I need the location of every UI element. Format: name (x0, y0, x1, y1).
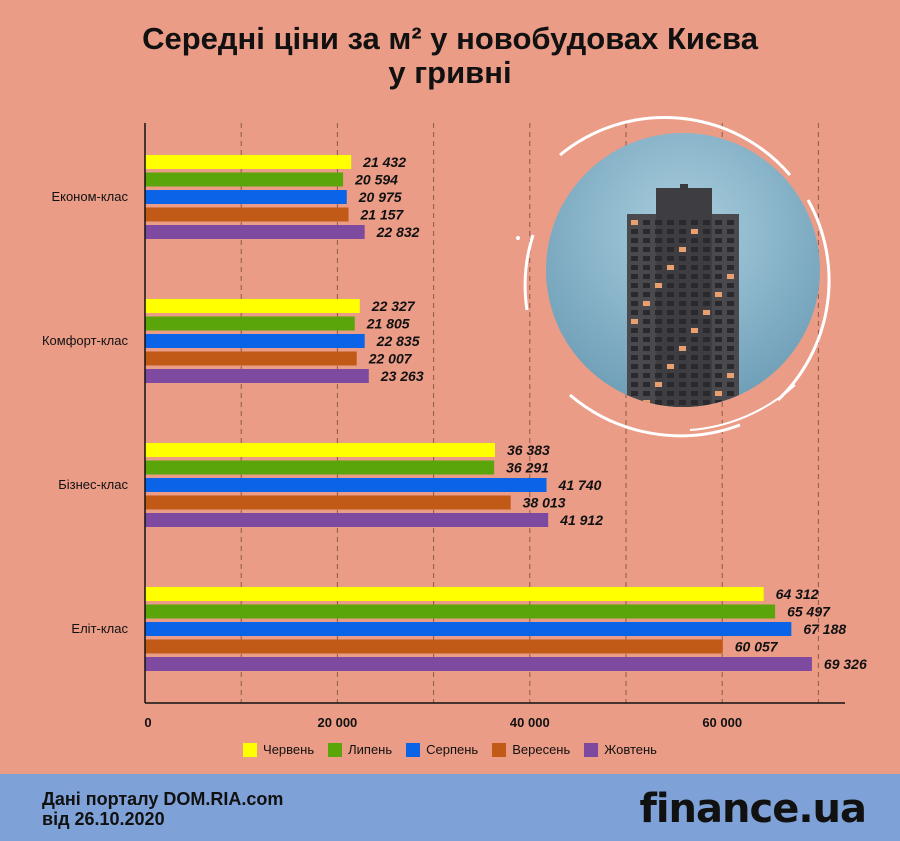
bar (145, 622, 792, 636)
category-label: Комфорт-клас (42, 333, 129, 348)
bar (145, 604, 776, 619)
legend-item: Серпень (406, 742, 478, 757)
bar (145, 478, 547, 492)
data-label: 20 594 (354, 172, 398, 188)
bar (145, 316, 355, 331)
bar (145, 513, 549, 527)
legend: Червень Липень Серпень Вересень Жовтень (0, 742, 900, 757)
legend-swatch (243, 742, 258, 757)
data-label: 41 912 (559, 512, 603, 528)
data-label: 64 312 (776, 586, 819, 602)
bar (145, 299, 360, 313)
data-label: 67 188 (803, 621, 846, 637)
legend-label: Липень (348, 742, 393, 757)
bar (145, 657, 812, 671)
category-label: Бізнес-клас (58, 477, 128, 492)
data-label: 20 975 (358, 189, 402, 205)
x-tick-label: 20 000 (318, 715, 358, 730)
category-label: Еліт-клас (71, 621, 128, 636)
chart-title: Середні ціни за м² у новобудовах Києва у… (0, 22, 900, 90)
bar (145, 369, 369, 383)
footer: Дані порталу DOM.RIA.com від 26.10.2020 … (0, 774, 900, 841)
source-line-1: Дані порталу DOM.RIA.com (42, 789, 284, 809)
title-line-1: Середні ціни за м² у новобудовах Києва (142, 21, 758, 56)
data-label: 23 263 (380, 368, 424, 384)
bar (145, 460, 495, 475)
data-label: 69 326 (824, 656, 867, 672)
data-label: 38 013 (523, 495, 566, 511)
legend-swatch (492, 742, 507, 757)
building-photo (516, 115, 831, 438)
data-label: 22 835 (376, 333, 420, 349)
bar (145, 443, 496, 457)
legend-item: Вересень (492, 742, 570, 757)
bar (145, 190, 347, 204)
bar (145, 639, 723, 654)
legend-swatch (406, 742, 421, 757)
bar (145, 172, 344, 187)
legend-swatch (584, 742, 599, 757)
x-tick-label: 0 (144, 715, 151, 730)
data-label: 22 832 (376, 224, 420, 240)
bar (145, 334, 365, 348)
bar (145, 495, 511, 510)
data-label: 60 057 (735, 639, 779, 655)
axes: Економ-клас Комфорт-клас Бізнес-клас Еліт-к… (42, 123, 845, 730)
data-label: 21 157 (360, 207, 405, 223)
data-label: 41 740 (558, 477, 602, 493)
bar (145, 155, 352, 169)
x-tick-label: 40 000 (510, 715, 550, 730)
legend-item: Липень (328, 742, 392, 757)
category-label: Економ-клас (51, 189, 128, 204)
data-label: 36 383 (507, 442, 550, 458)
legend-item: Жовтень (584, 742, 657, 757)
source-note: Дані порталу DOM.RIA.com від 26.10.2020 (42, 789, 283, 829)
legend-label: Серпень (426, 742, 479, 757)
data-label: 65 497 (787, 604, 831, 620)
bars (145, 155, 812, 671)
source-line-2: від 26.10.2020 (42, 809, 165, 829)
legend-label: Червень (263, 742, 315, 757)
data-label: 21 805 (366, 316, 410, 332)
bar (145, 207, 349, 222)
data-label: 22 007 (368, 351, 413, 367)
data-label: 22 327 (371, 298, 416, 314)
title-line-2: у гривні (388, 55, 512, 90)
legend-label: Вересень (512, 742, 571, 757)
brand-logo: finance.ua (639, 786, 867, 832)
grid-lines (240, 123, 819, 703)
data-label: 36 291 (506, 460, 549, 476)
bar (145, 225, 365, 239)
data-label: 21 432 (362, 154, 406, 170)
bar (145, 587, 764, 601)
bar (145, 351, 357, 366)
legend-swatch (328, 742, 343, 757)
legend-label: Жовтень (604, 742, 657, 757)
x-tick-label: 60 000 (702, 715, 742, 730)
legend-item: Червень (243, 742, 314, 757)
